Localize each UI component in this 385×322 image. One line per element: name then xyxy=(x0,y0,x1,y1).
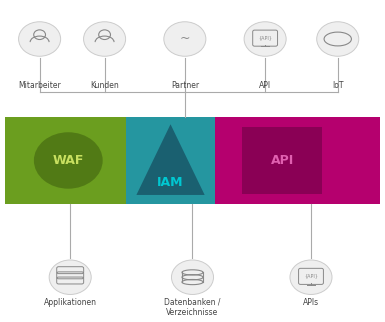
Circle shape xyxy=(164,22,206,56)
Text: API: API xyxy=(259,81,271,90)
Polygon shape xyxy=(136,124,205,195)
Circle shape xyxy=(49,260,91,295)
Circle shape xyxy=(84,22,126,56)
Bar xyxy=(126,117,216,204)
Text: API: API xyxy=(271,154,294,167)
Bar xyxy=(242,127,323,194)
Text: IoT: IoT xyxy=(332,81,343,90)
Text: Mitarbeiter: Mitarbeiter xyxy=(18,81,61,90)
Text: IAM: IAM xyxy=(157,175,184,188)
Bar xyxy=(5,117,183,204)
Text: ~: ~ xyxy=(180,32,190,45)
Text: WAF: WAF xyxy=(53,154,84,167)
Circle shape xyxy=(18,22,60,56)
Text: {API}: {API} xyxy=(258,35,272,40)
Text: Partner: Partner xyxy=(171,81,199,90)
Text: Datenbanken /
Verzeichnisse: Datenbanken / Verzeichnisse xyxy=(164,298,221,317)
Text: APIs: APIs xyxy=(303,298,319,307)
Text: Applikationen: Applikationen xyxy=(44,298,97,307)
Circle shape xyxy=(290,260,332,295)
Text: {API}: {API} xyxy=(304,273,318,278)
Text: Kunden: Kunden xyxy=(90,81,119,90)
Circle shape xyxy=(244,22,286,56)
Circle shape xyxy=(317,22,359,56)
Circle shape xyxy=(34,132,103,189)
Bar xyxy=(179,117,380,204)
Circle shape xyxy=(171,260,214,295)
